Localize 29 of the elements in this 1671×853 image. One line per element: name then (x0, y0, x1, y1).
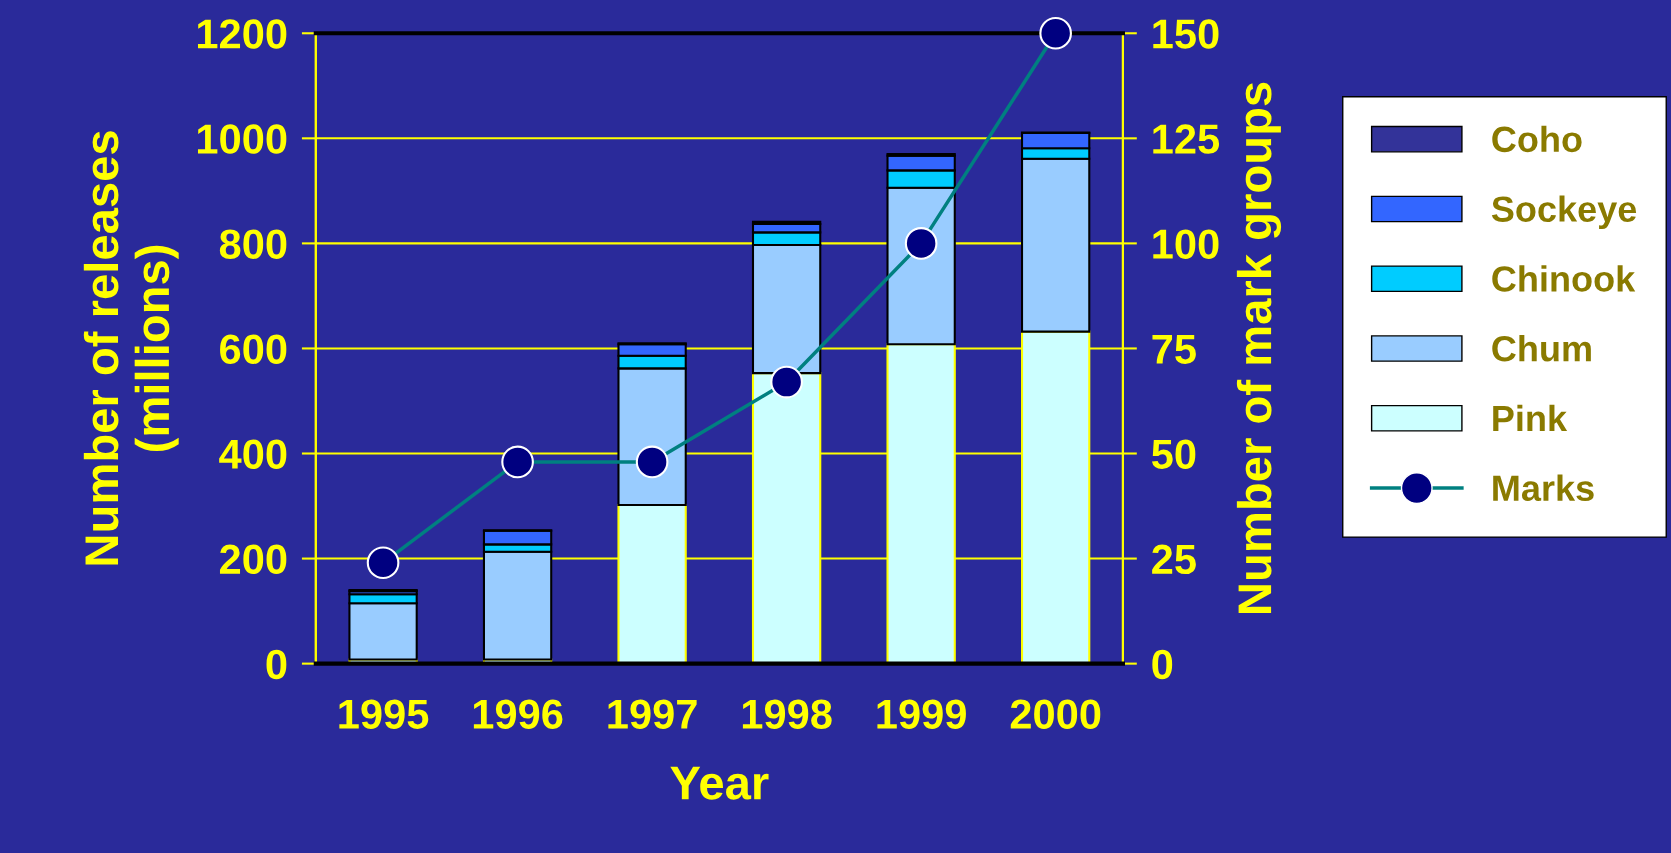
y-tick-label: 600 (220, 334, 287, 364)
x-tick-label: 2000 (1010, 699, 1101, 729)
y2-tick-label: 50 (1151, 439, 1196, 470)
y2-tick-label: 75 (1152, 334, 1196, 364)
x-tick-label: 1998 (742, 699, 832, 729)
y2-tick-label: 125 (1153, 124, 1220, 154)
y2-tick-label: 150 (1153, 19, 1219, 49)
legend-label: Coho (1492, 125, 1582, 153)
y2-axis-title: Number of mark groups (1236, 82, 1282, 613)
y-tick-label: 400 (219, 439, 287, 470)
y-tick-label: 1000 (197, 124, 287, 154)
legend-label: Chinook (1492, 265, 1636, 292)
y2-tick-label: 0 (1152, 649, 1173, 680)
y2-tick-label: 100 (1153, 229, 1219, 259)
legend-label: Marks (1493, 474, 1594, 502)
y-tick-label: 200 (219, 544, 287, 575)
y-tick-label: 800 (219, 229, 287, 259)
x-tick-label: 1996 (473, 699, 563, 729)
x-tick-label: 1995 (339, 699, 429, 729)
x-tick-label: 1997 (608, 699, 697, 729)
legend-label: Pink (1493, 404, 1568, 431)
y-tick-label: 1200 (197, 19, 287, 49)
x-tick-label: 1999 (877, 699, 966, 729)
legend-label: Chum (1492, 334, 1591, 362)
y-axis-title: Number of releases (millions) (83, 131, 179, 565)
y2-tick-label: 25 (1152, 544, 1196, 575)
legend-label: Sockeye (1491, 195, 1637, 230)
y-tick-label: 0 (266, 649, 287, 680)
x-axis-title: Year (670, 766, 769, 800)
